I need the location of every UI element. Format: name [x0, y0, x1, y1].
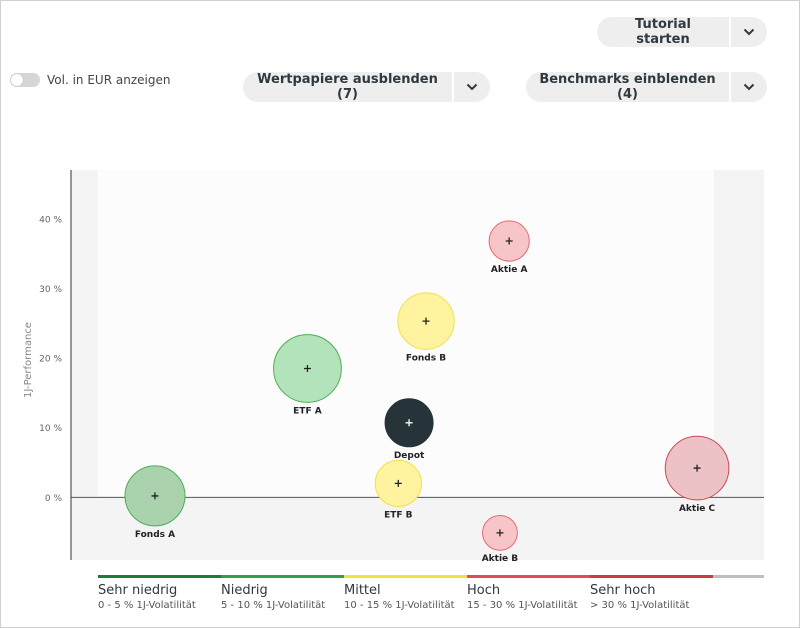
plus-icon — [496, 529, 504, 537]
y-tick-label: 20 % — [39, 355, 62, 365]
bubble-aktie-a[interactable]: Aktie A — [488, 220, 530, 275]
bubble-label: Aktie A — [491, 265, 528, 275]
bubble-label: ETF A — [293, 406, 322, 416]
legend-range: 0 - 5 % 1J-Volatilität — [98, 600, 196, 611]
plus-icon — [422, 317, 430, 325]
bubble-label: Aktie C — [679, 504, 716, 514]
legend-item: Hoch 15 - 30 % 1J-Volatilität — [467, 575, 590, 611]
legend-item: Sehr niedrig 0 - 5 % 1J-Volatilität — [98, 575, 221, 611]
pill-divider — [452, 72, 454, 102]
y-tick-label: 10 % — [39, 424, 62, 434]
legend-range: 15 - 30 % 1J-Volatilität — [467, 600, 578, 611]
legend-item: Sehr hoch > 30 % 1J-Volatilität — [590, 575, 713, 611]
chevron-down-icon[interactable] — [731, 28, 767, 36]
y-tick-label: 30 % — [39, 285, 62, 295]
bubble-etf-b[interactable]: ETF B — [374, 459, 422, 520]
tutorial-dropdown[interactable]: Tutorial starten — [597, 17, 767, 47]
negative-band — [71, 497, 764, 560]
plus-icon — [693, 464, 701, 472]
bubble-label: Fonds B — [406, 353, 446, 363]
bubble-aktie-c[interactable]: Aktie C — [664, 435, 730, 514]
bubble-depot[interactable]: Depot — [384, 398, 434, 461]
pill-divider — [729, 17, 731, 47]
legend-range: 5 - 10 % 1J-Volatilität — [221, 600, 326, 611]
plus-icon — [394, 479, 402, 487]
legend-item — [713, 575, 764, 578]
legend-item: Niedrig 5 - 10 % 1J-Volatilität — [221, 575, 344, 611]
y-tick-label: 0 % — [45, 494, 63, 504]
bubble-label: ETF B — [384, 510, 413, 520]
toggle-switch[interactable] — [10, 73, 40, 87]
plus-icon — [505, 237, 513, 245]
legend-name: Sehr niedrig — [98, 583, 178, 598]
plus-icon — [405, 419, 413, 427]
right-band — [714, 170, 764, 560]
bubble-etf-a[interactable]: ETF A — [273, 334, 342, 417]
legend-range: 10 - 15 % 1J-Volatilität — [344, 600, 455, 611]
legend-range: > 30 % 1J-Volatilität — [590, 600, 690, 611]
pill-divider — [729, 72, 731, 102]
bubble-aktie-b[interactable]: Aktie B — [482, 514, 519, 564]
legend-color-bar — [221, 575, 344, 578]
plus-icon — [303, 364, 311, 372]
legend-color-bar — [713, 575, 764, 578]
show-benchmarks-dropdown[interactable]: Benchmarks einblenden (4) — [526, 72, 767, 102]
bubble-label: Depot — [394, 451, 425, 461]
show-benchmarks-button[interactable]: Benchmarks einblenden (4) — [539, 72, 716, 102]
hide-securities-button[interactable]: Wertpapiere ausblenden (7) — [257, 72, 438, 102]
y-axis-label: 1J-Performance — [23, 322, 34, 398]
legend-name: Mittel — [344, 583, 381, 598]
bubble-fonds-a[interactable]: Fonds A — [124, 465, 186, 540]
volume-toggle-label: Vol. in EUR anzeigen — [47, 73, 171, 87]
hide-securities-dropdown[interactable]: Wertpapiere ausblenden (7) — [243, 72, 490, 102]
tutorial-button[interactable]: Tutorial starten — [635, 17, 691, 47]
chevron-down-icon[interactable] — [454, 83, 490, 91]
legend-name: Hoch — [467, 583, 501, 598]
volume-toggle[interactable]: Vol. in EUR anzeigen — [10, 73, 170, 87]
legend-name: Niedrig — [221, 583, 268, 598]
y-tick-label: 40 % — [39, 215, 62, 225]
left-band — [71, 170, 98, 560]
bubble-label: Fonds A — [135, 530, 175, 540]
legend-name: Sehr hoch — [590, 583, 656, 598]
bubble-label: Aktie B — [482, 554, 519, 564]
chevron-down-icon[interactable] — [731, 83, 767, 91]
bubble-fonds-b[interactable]: Fonds B — [397, 292, 455, 363]
legend-color-bar — [590, 575, 713, 578]
plus-icon — [151, 492, 159, 500]
legend-item: Mittel 10 - 15 % 1J-Volatilität — [344, 575, 467, 611]
legend-color-bar — [98, 575, 221, 578]
toggle-knob — [11, 74, 23, 86]
legend-color-bar — [344, 575, 467, 578]
legend-color-bar — [467, 575, 590, 578]
